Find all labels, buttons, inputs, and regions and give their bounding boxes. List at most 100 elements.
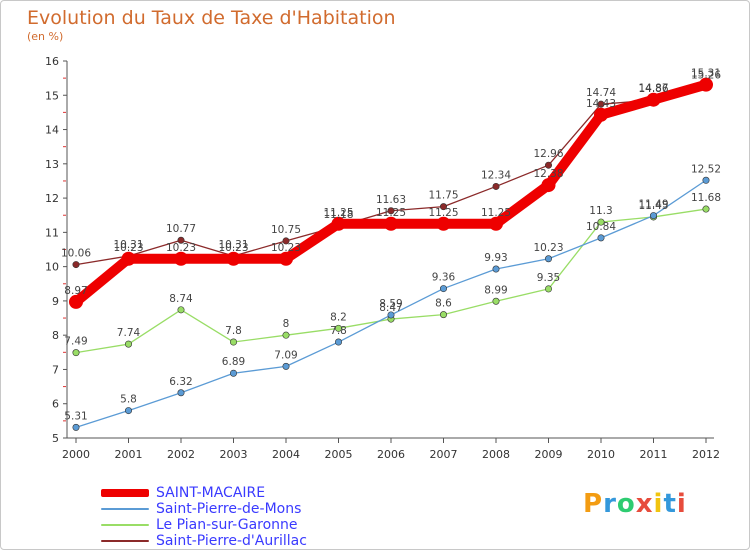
legend-swatch: [101, 540, 149, 542]
data-point: [125, 407, 133, 415]
data-label: 11.75: [428, 190, 458, 202]
data-label: 11.3: [589, 205, 612, 217]
y-tick-label: 10: [45, 261, 59, 274]
data-point: [544, 285, 552, 293]
y-tick-label: 16: [45, 55, 59, 68]
y-tick-label: 5: [52, 432, 59, 445]
data-label: 12.52: [691, 163, 721, 175]
data-point: [279, 251, 293, 266]
logo-letter: t: [663, 489, 677, 519]
data-point: [230, 338, 238, 346]
data-point: [230, 369, 238, 377]
data-point: [544, 161, 552, 169]
data-point: [492, 297, 500, 305]
x-tick-label: 2007: [430, 448, 458, 461]
y-tick-label: 9: [52, 295, 59, 308]
data-label: 10.75: [271, 224, 301, 236]
y-tick-label: 13: [45, 158, 59, 171]
y-tick-label: 11: [45, 226, 59, 239]
data-label: 10.31: [113, 239, 143, 251]
data-point: [597, 234, 605, 242]
data-point: [544, 255, 552, 263]
legend-swatch: [101, 524, 149, 526]
data-point: [72, 261, 80, 269]
data-point: [439, 311, 447, 319]
data-label: 7.8: [330, 325, 347, 337]
logo-letter: i: [653, 489, 664, 519]
data-point: [439, 285, 447, 293]
logo-letter: x: [635, 489, 654, 519]
data-point: [387, 311, 395, 319]
data-label: 7.49: [64, 336, 87, 348]
data-point: [69, 294, 83, 309]
logo-letter: o: [616, 489, 636, 519]
x-tick-label: 2006: [377, 448, 405, 461]
y-tick-label: 8: [52, 329, 59, 342]
data-label: 14.43: [586, 98, 616, 110]
data-point: [646, 92, 661, 107]
data-label: 7.8: [225, 325, 242, 337]
data-label: 10.23: [113, 242, 143, 254]
data-point: [384, 216, 398, 231]
data-label: 14.87: [638, 83, 668, 95]
data-label: 14.86: [638, 83, 668, 95]
data-point: [439, 203, 447, 211]
data-point: [699, 77, 713, 92]
data-label: 8.99: [484, 284, 507, 296]
x-tick-label: 2001: [115, 448, 143, 461]
x-tick-label: 2005: [325, 448, 353, 461]
data-point: [125, 340, 133, 348]
data-point: [597, 218, 605, 226]
data-label: 8.47: [379, 302, 402, 314]
data-label: 8: [283, 318, 290, 330]
legend-label: Saint-Pierre-de-Mons: [156, 501, 302, 517]
y-tick-label: 14: [45, 124, 59, 137]
data-point: [492, 182, 500, 190]
data-label: 10.84: [586, 221, 616, 233]
data-point: [436, 216, 451, 231]
data-label: 15.31: [691, 68, 721, 80]
logo-letter: i: [676, 489, 687, 519]
data-label: 9.36: [432, 272, 456, 284]
data-label: 14.74: [586, 87, 616, 99]
x-tick-label: 2002: [167, 448, 195, 461]
data-label: 6.89: [222, 356, 245, 368]
data-label: 10.23: [166, 242, 196, 254]
proxiti-logo: Proxiti: [583, 489, 687, 519]
data-point: [492, 265, 500, 273]
data-label: 11.49: [638, 199, 668, 211]
data-point: [387, 207, 395, 215]
data-label: 8.74: [169, 293, 193, 305]
data-point: [177, 306, 185, 314]
legend-swatch: [101, 489, 149, 497]
data-point: [649, 212, 657, 220]
data-point: [489, 216, 503, 231]
x-tick-label: 2009: [535, 448, 563, 461]
data-label: 8.2: [330, 311, 347, 323]
data-label: 6.32: [169, 376, 192, 388]
data-label: 9.35: [537, 272, 560, 284]
logo-letter: P: [583, 489, 604, 519]
data-label: 11.25: [481, 207, 511, 219]
x-tick-label: 2012: [692, 448, 720, 461]
data-point: [282, 362, 290, 370]
data-label: 10.23: [271, 242, 301, 254]
y-tick-label: 6: [52, 398, 59, 411]
data-label: 11.63: [376, 194, 406, 206]
data-point: [72, 423, 80, 431]
x-tick-label: 2010: [587, 448, 615, 461]
x-tick-label: 2011: [640, 448, 668, 461]
data-point: [282, 237, 290, 245]
y-tick-label: 15: [45, 89, 59, 102]
data-label: 10.06: [61, 248, 91, 260]
data-point: [282, 331, 290, 339]
data-point: [177, 389, 185, 397]
data-point: [702, 205, 710, 213]
legend-label: Saint-Pierre-d'Aurillac: [156, 533, 307, 549]
y-tick-label: 12: [45, 192, 59, 205]
legend-swatch: [101, 508, 149, 510]
data-point: [226, 251, 241, 266]
data-label: 12.38: [533, 168, 563, 180]
